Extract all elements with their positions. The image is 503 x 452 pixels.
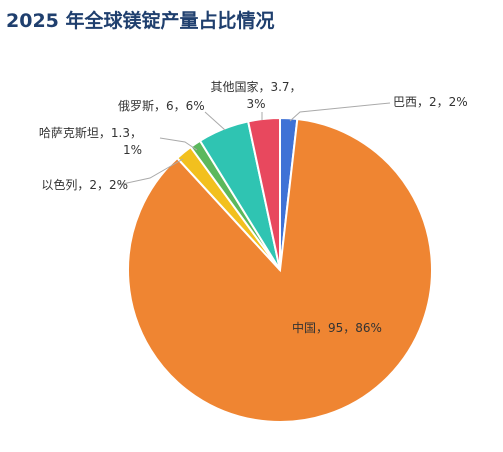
data-label: 其他国家，3.7，3% <box>210 80 302 111</box>
leader-line <box>289 102 391 122</box>
chart-title: 2025 年全球镁锭产量占比情况 <box>6 10 275 32</box>
leader-line <box>204 111 226 131</box>
data-label: 中国，95，86% <box>292 321 382 335</box>
pie-slice <box>127 117 433 423</box>
data-label: 哈萨克斯坦，1.3，1% <box>38 126 142 157</box>
data-label: 巴西，2，2% <box>393 95 468 109</box>
leader-line <box>117 158 184 186</box>
leader-line <box>159 137 198 151</box>
data-label: 以色列，2，2% <box>41 178 128 192</box>
pie-slice <box>246 116 281 271</box>
data-label: 俄罗斯，6，6% <box>118 99 205 113</box>
